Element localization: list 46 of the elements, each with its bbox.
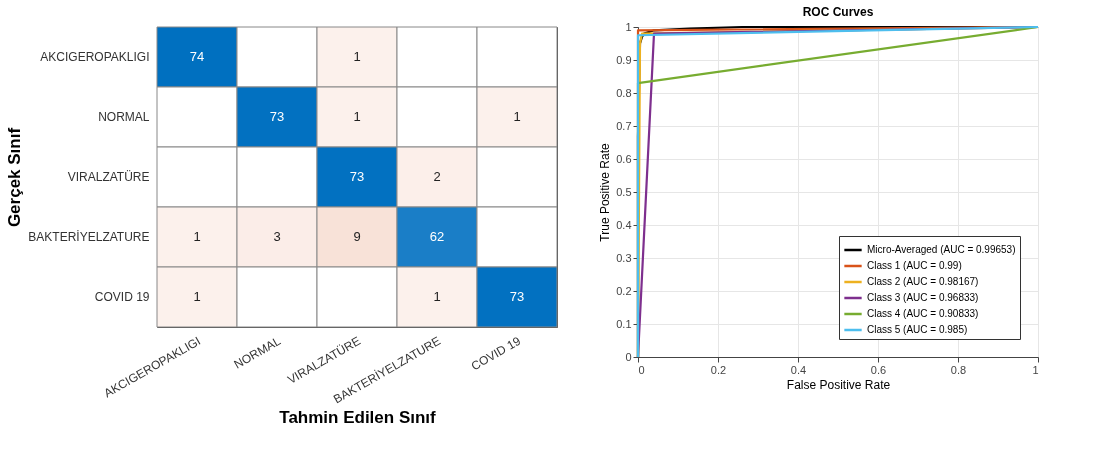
data-label: 1 <box>193 229 201 244</box>
legend-label: Micro-Averaged (AUC = 0.99653) <box>867 244 1016 255</box>
data-label: 9 <box>353 229 361 244</box>
y-tick-label: 0.1 <box>616 317 632 330</box>
data-label: 1 <box>353 49 361 64</box>
x-tick-label: 0.2 <box>710 363 727 376</box>
data-label: 1 <box>193 289 201 304</box>
chart-title: ROC Curves <box>802 5 874 19</box>
data-label: 74 <box>189 49 205 64</box>
data-label: 73 <box>349 169 365 184</box>
data-label: 1 <box>353 109 361 124</box>
y-tick-label: 0.5 <box>616 185 632 198</box>
x-tick-label: 0 <box>638 363 645 376</box>
y-tick-label: 1 <box>625 20 632 33</box>
x-axis-title: False Positive Rate <box>786 377 891 392</box>
y-tick-label: 0.4 <box>616 218 632 231</box>
y-axis-title: Gerçek Sınıf <box>5 127 25 228</box>
y-tick-label: 0.8 <box>616 86 632 99</box>
y-tick-label: NORMAL <box>98 110 150 124</box>
data-label: 62 <box>429 229 445 244</box>
x-tick-label: 0.4 <box>790 363 807 376</box>
data-label: 2 <box>433 169 441 184</box>
data-label: 1 <box>513 109 521 124</box>
y-tick-label: COVID 19 <box>94 290 150 304</box>
y-tick-label: 0.3 <box>616 251 632 264</box>
x-tick-label: 1 <box>1032 363 1039 376</box>
x-axis-title: Tahmin Edilen Sınıf <box>279 407 437 427</box>
legend-label: Class 2 (AUC = 0.98167) <box>867 276 979 287</box>
data-label: 73 <box>509 289 525 304</box>
y-tick-label: 0.7 <box>616 119 632 132</box>
y-tick-label: 0.6 <box>616 152 632 165</box>
y-tick-label: 0.2 <box>616 284 632 297</box>
x-tick-label: 0.8 <box>950 363 967 376</box>
y-tick-label: VIRALZATÜRE <box>67 170 150 184</box>
y-tick-label: AKCIGEROPAKLIGI <box>40 50 150 64</box>
x-tick-label: 0.6 <box>870 363 887 376</box>
y-tick-label: 0.9 <box>616 53 632 66</box>
data-label: 73 <box>269 109 285 124</box>
legend-label: Class 1 (AUC = 0.99) <box>867 260 962 271</box>
legend-label: Class 4 (AUC = 0.90833) <box>867 308 979 319</box>
data-label: 3 <box>273 229 281 244</box>
y-tick-label: BAKTERİYELZATURE <box>28 230 150 244</box>
legend-label: Class 3 (AUC = 0.96833) <box>867 292 979 303</box>
legend-label: Class 5 (AUC = 0.985) <box>867 324 968 335</box>
y-axis-title: True Positive Rate <box>598 143 613 242</box>
data-label: 1 <box>433 289 441 304</box>
